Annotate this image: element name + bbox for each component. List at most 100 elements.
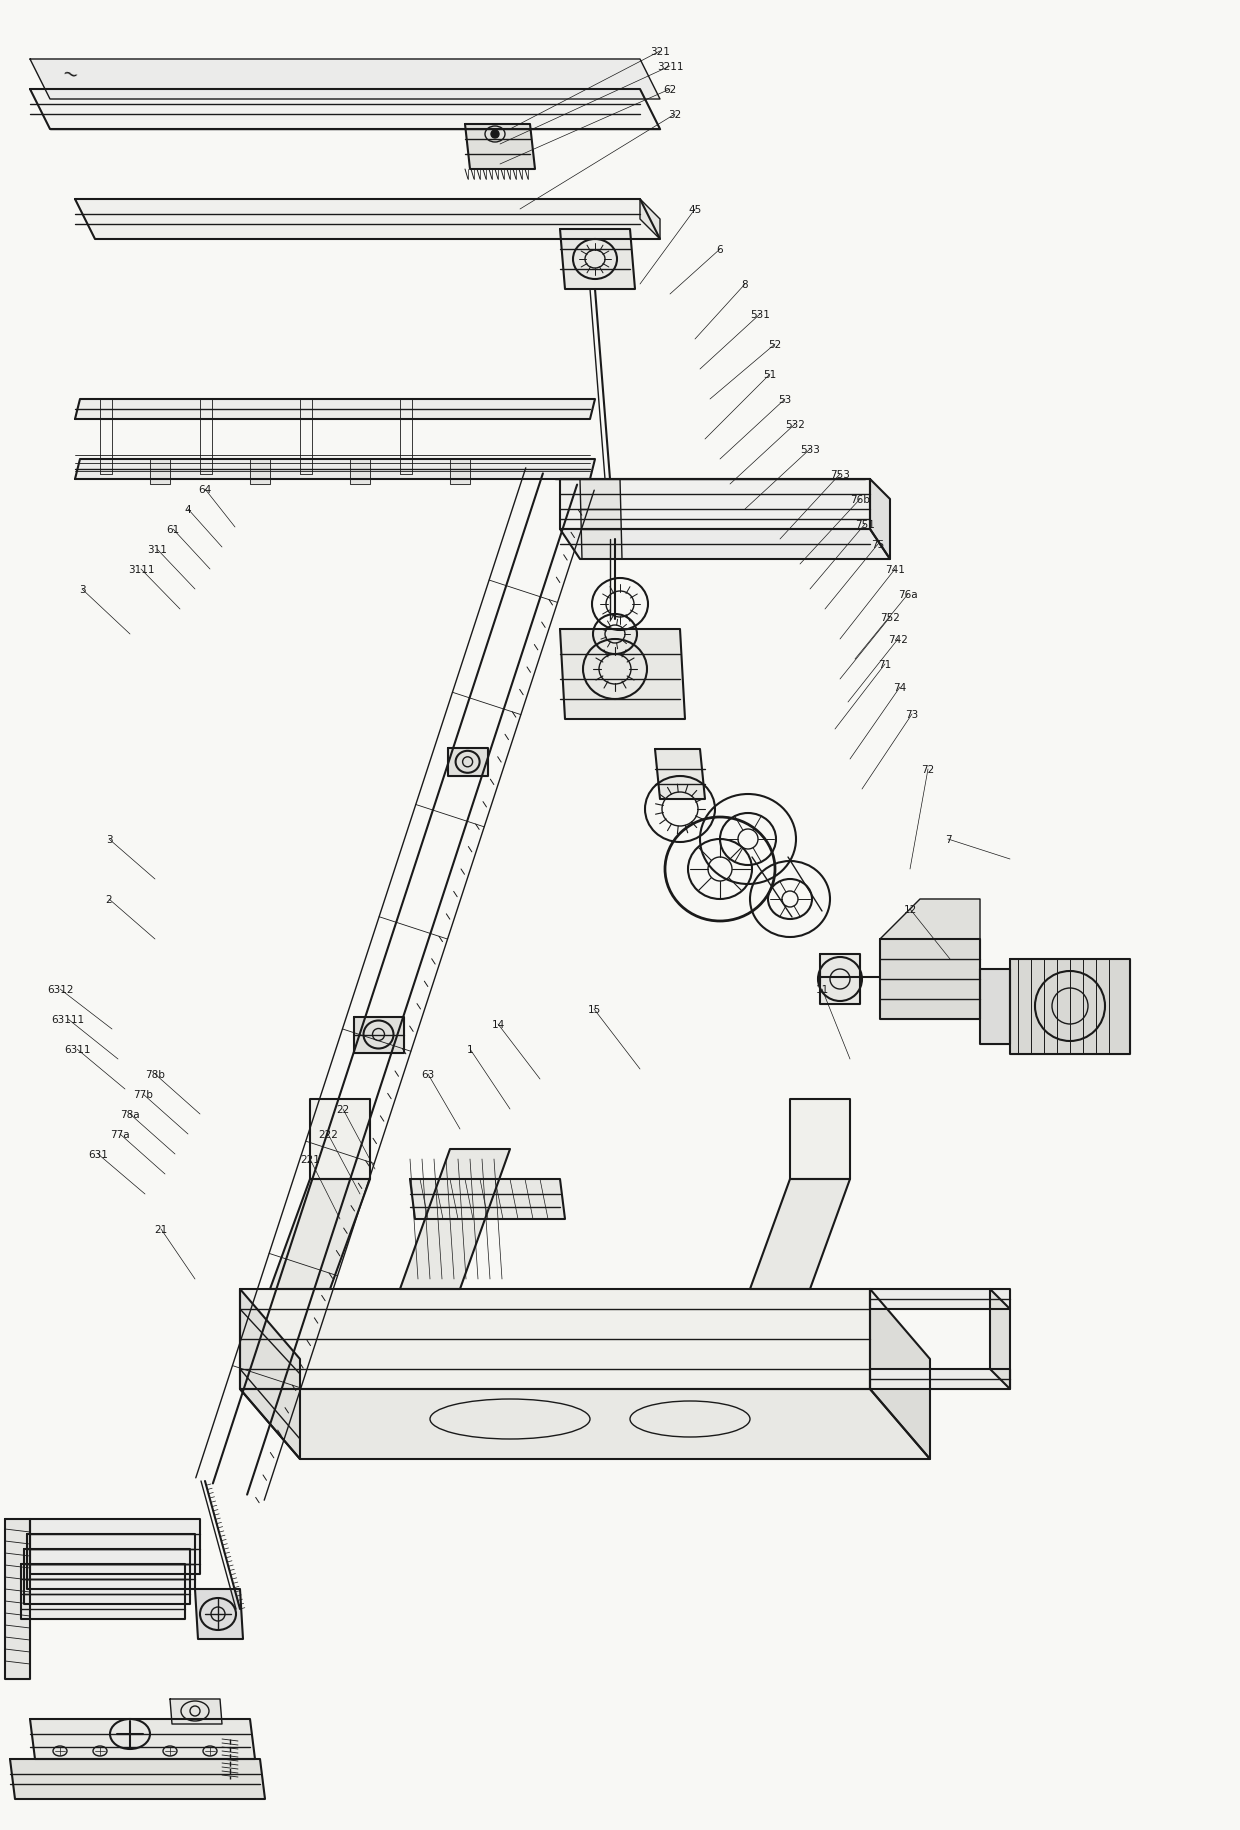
Polygon shape: [560, 479, 870, 529]
Text: 7: 7: [945, 834, 951, 844]
Polygon shape: [870, 479, 890, 560]
Text: 531: 531: [750, 309, 770, 320]
Text: 631: 631: [88, 1149, 108, 1160]
Text: 74: 74: [893, 683, 906, 692]
Polygon shape: [870, 1290, 1011, 1308]
Text: 77b: 77b: [133, 1089, 153, 1100]
Polygon shape: [10, 1759, 265, 1799]
Polygon shape: [350, 459, 370, 485]
Polygon shape: [560, 630, 684, 719]
Text: 22: 22: [336, 1103, 350, 1114]
Text: 11: 11: [816, 985, 828, 994]
Text: 742: 742: [888, 635, 908, 644]
Text: 14: 14: [491, 1019, 505, 1030]
Polygon shape: [448, 748, 487, 776]
Polygon shape: [195, 1588, 243, 1640]
Polygon shape: [465, 124, 534, 170]
Text: 3: 3: [105, 834, 113, 844]
Polygon shape: [74, 459, 595, 479]
Polygon shape: [870, 1369, 1011, 1389]
Polygon shape: [150, 459, 170, 485]
Polygon shape: [5, 1519, 30, 1680]
Text: 71: 71: [878, 659, 892, 670]
Polygon shape: [30, 60, 660, 101]
Text: 72: 72: [921, 765, 935, 774]
Polygon shape: [401, 1149, 510, 1290]
Polygon shape: [655, 750, 706, 800]
Text: 75: 75: [872, 540, 884, 549]
Polygon shape: [560, 529, 890, 560]
Polygon shape: [820, 955, 861, 1005]
Text: ~: ~: [60, 64, 81, 86]
Polygon shape: [241, 1290, 870, 1389]
Text: 76b: 76b: [851, 494, 870, 505]
Polygon shape: [880, 939, 980, 1019]
Polygon shape: [30, 1718, 255, 1759]
Text: 73: 73: [905, 710, 919, 719]
Text: 78b: 78b: [145, 1069, 165, 1080]
Text: 76a: 76a: [898, 589, 918, 600]
Polygon shape: [21, 1565, 185, 1620]
Polygon shape: [30, 1519, 200, 1574]
Text: 533: 533: [800, 445, 820, 454]
Text: 311: 311: [148, 545, 167, 554]
Polygon shape: [990, 1290, 1011, 1389]
Text: 4: 4: [185, 505, 191, 514]
Polygon shape: [560, 231, 635, 289]
Text: 741: 741: [885, 565, 905, 575]
Polygon shape: [870, 1290, 930, 1459]
Polygon shape: [24, 1550, 190, 1605]
Text: 8: 8: [742, 280, 748, 289]
Text: 77a: 77a: [110, 1129, 130, 1140]
Text: 21: 21: [154, 1224, 167, 1233]
Text: 51: 51: [764, 370, 776, 381]
Text: 45: 45: [688, 205, 702, 214]
Polygon shape: [74, 199, 660, 240]
Text: 12: 12: [904, 904, 916, 915]
Text: 78a: 78a: [120, 1109, 140, 1120]
Text: 3111: 3111: [128, 565, 154, 575]
Polygon shape: [880, 900, 980, 939]
Text: 3: 3: [78, 584, 86, 595]
Polygon shape: [980, 970, 1011, 1045]
Text: 6: 6: [717, 245, 723, 254]
Text: 532: 532: [785, 419, 805, 430]
Text: 2: 2: [105, 895, 113, 904]
Polygon shape: [241, 1290, 300, 1459]
Text: 1: 1: [466, 1045, 474, 1054]
Polygon shape: [74, 399, 595, 419]
Text: 221: 221: [300, 1155, 320, 1164]
Text: 751: 751: [856, 520, 875, 529]
Polygon shape: [250, 459, 270, 485]
Text: 63111: 63111: [51, 1014, 84, 1025]
Polygon shape: [241, 1389, 930, 1459]
Polygon shape: [353, 1017, 403, 1052]
Text: 32: 32: [668, 110, 682, 121]
Text: 63: 63: [422, 1069, 435, 1080]
Text: 3211: 3211: [657, 62, 683, 71]
Text: 6312: 6312: [47, 985, 73, 994]
Text: 61: 61: [166, 525, 180, 534]
Polygon shape: [30, 90, 660, 130]
Text: 64: 64: [198, 485, 212, 494]
Polygon shape: [170, 1698, 222, 1724]
Text: 52: 52: [769, 340, 781, 350]
Ellipse shape: [491, 132, 498, 139]
Polygon shape: [1011, 959, 1130, 1054]
Text: 321: 321: [650, 48, 670, 57]
Polygon shape: [310, 1100, 370, 1179]
Polygon shape: [27, 1534, 195, 1588]
Polygon shape: [270, 1179, 370, 1290]
Text: 753: 753: [830, 470, 849, 479]
Polygon shape: [410, 1179, 565, 1219]
Polygon shape: [580, 479, 622, 560]
Text: 222: 222: [319, 1129, 339, 1140]
Text: 15: 15: [588, 1005, 600, 1014]
Text: 62: 62: [663, 84, 677, 95]
Text: 752: 752: [880, 613, 900, 622]
Polygon shape: [790, 1100, 849, 1179]
Polygon shape: [750, 1179, 849, 1290]
Text: 6311: 6311: [63, 1045, 91, 1054]
Polygon shape: [450, 459, 470, 485]
Polygon shape: [640, 199, 660, 240]
